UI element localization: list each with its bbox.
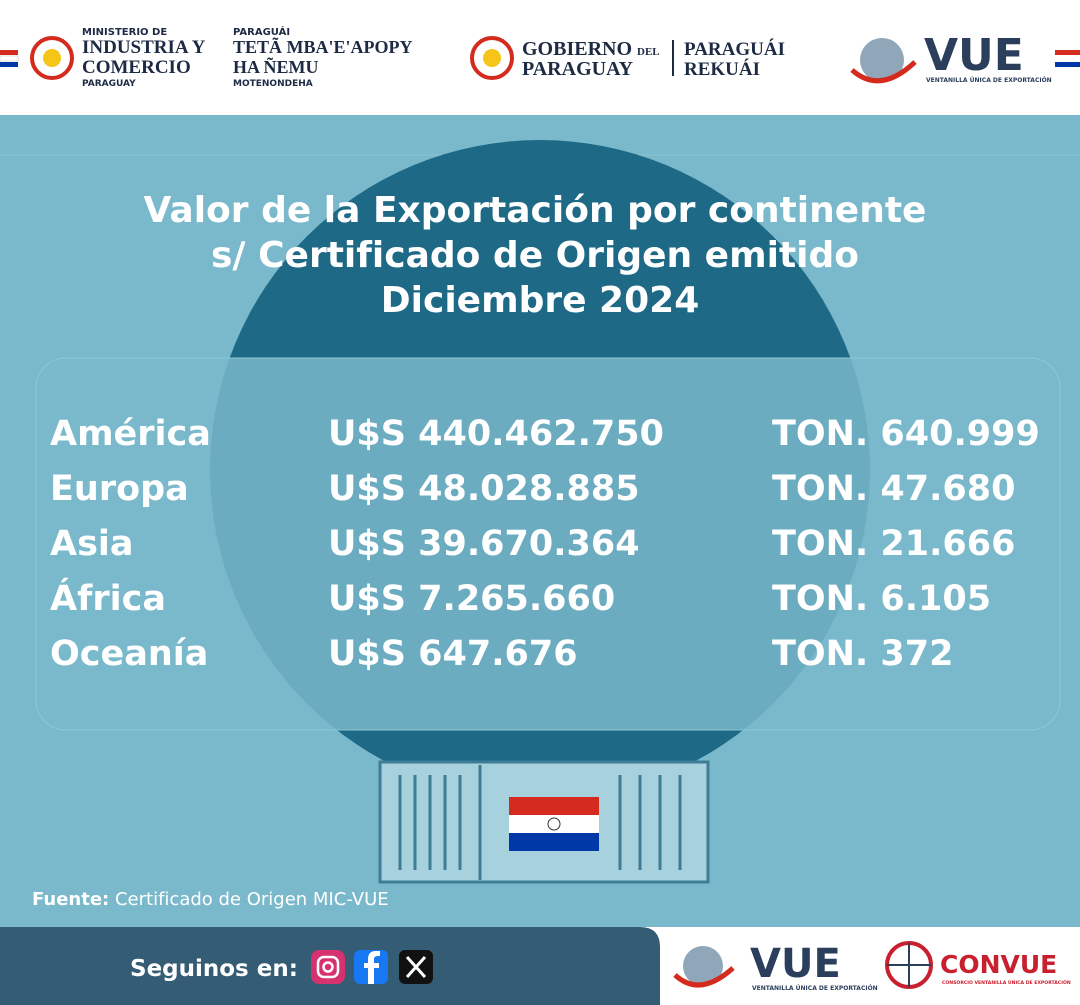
- value-usd: U$S 39.670.364: [328, 524, 640, 564]
- text: MOTENONDEHA: [233, 79, 313, 89]
- value-usd: U$S 647.676: [328, 634, 578, 674]
- vue-swoosh: [850, 60, 917, 84]
- text: PARAGUÁI: [233, 25, 290, 38]
- text: TETÃ MBA'E'APOPY: [233, 36, 413, 57]
- title: s/ Certificado de Origen emitido: [211, 235, 859, 276]
- title: Diciembre 2024: [381, 280, 700, 321]
- continent: Asia: [50, 524, 134, 564]
- vue-globe: [683, 946, 723, 986]
- value-ton: TON. 21.666: [772, 524, 1015, 564]
- value-ton: TON. 47.680: [772, 469, 1015, 509]
- table-box: [35, 357, 1061, 731]
- text: CONSORCIO VENTANILLA ÚNICA DE EXPORTACIÓ…: [942, 979, 1071, 986]
- convue-logo: CONVUE: [940, 950, 1057, 979]
- value-ton: TON. 640.999: [772, 414, 1040, 454]
- instagram-icon[interactable]: [311, 950, 345, 984]
- flag-stripe-right: [1055, 50, 1080, 67]
- continent: África: [50, 577, 166, 619]
- text: VENTANILLA ÚNICA DE EXPORTACIÓN: [926, 77, 1052, 84]
- text: MINISTERIO DE: [82, 27, 167, 38]
- continent: Europa: [50, 469, 189, 509]
- title: Valor de la Exportación por continente: [144, 190, 927, 231]
- value-usd: U$S 440.462.750: [328, 414, 664, 454]
- continent: América: [50, 414, 211, 454]
- seal-star: [43, 49, 61, 67]
- vue-globe: [860, 38, 904, 82]
- text: PARAGUÁI: [684, 38, 785, 60]
- paraguay-flag: [509, 797, 599, 851]
- value-ton: TON. 372: [772, 634, 953, 674]
- text: REKUÁI: [684, 58, 760, 80]
- text: VENTANILLA ÚNICA DE EXPORTACIÓN: [752, 985, 878, 992]
- container-ribs: [398, 765, 682, 880]
- vue-logo: VUE: [924, 30, 1024, 81]
- seal-star: [483, 49, 501, 67]
- text: HA ÑEMU: [233, 56, 319, 77]
- value-ton: TON. 6.105: [772, 579, 991, 619]
- flag-stripe-left: [0, 50, 19, 67]
- continent: Oceanía: [50, 634, 208, 674]
- source: Fuente: Certificado de Origen MIC-VUE: [32, 889, 389, 910]
- text: PARAGUAY: [522, 58, 634, 80]
- text: INDUSTRIA Y: [82, 37, 206, 58]
- text: COMERCIO: [82, 57, 191, 78]
- follow-text: Seguinos en:: [130, 956, 298, 982]
- text: PARAGUAY: [82, 79, 136, 89]
- table: América U$S 440.462.750 TON. 640.999 Europa…: [50, 414, 1040, 674]
- value-usd: U$S 48.028.885: [328, 469, 640, 509]
- vue-logo: VUE: [750, 941, 841, 987]
- text: GOBIERNO DEL: [522, 38, 660, 60]
- value-usd: U$S 7.265.660: [328, 579, 615, 619]
